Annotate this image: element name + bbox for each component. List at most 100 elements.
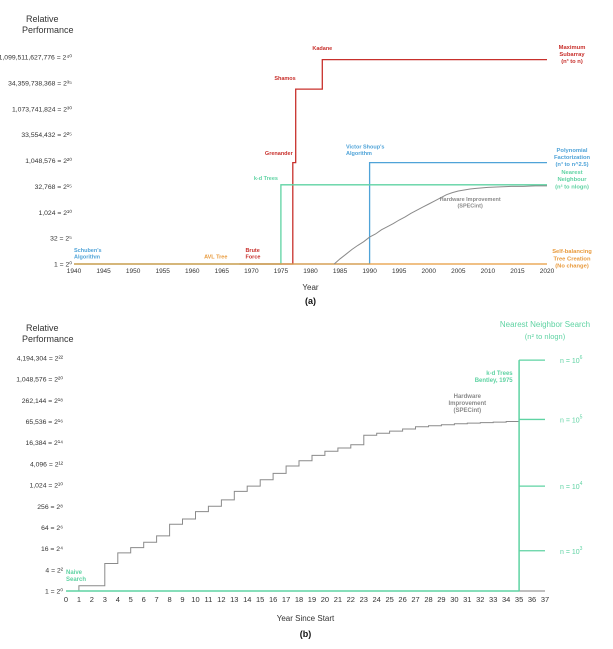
y-tick-label: 4,194,304 = 2²²	[17, 356, 64, 363]
x-tick-label: 20	[321, 595, 329, 604]
x-tick-label: 7	[155, 595, 159, 604]
x-tick-label: 1980	[303, 268, 318, 275]
annotation-label: Hardware	[454, 394, 482, 400]
x-tick-label: 24	[373, 595, 381, 604]
series-label: Tree Creation	[553, 256, 591, 262]
annotation-label: Shamos	[274, 76, 295, 82]
series-label: (n³ to n^2.5)	[555, 161, 588, 168]
x-tick-label: 32	[476, 595, 484, 604]
x-tick-label: 35	[515, 595, 523, 604]
y-tick-label: 4,096 = 2¹²	[30, 461, 64, 468]
x-tick-label: 15	[256, 595, 264, 604]
series-label: (No change)	[555, 264, 589, 270]
x-tick-label: 1945	[96, 268, 111, 275]
y-tick-label: 16 = 2⁴	[41, 546, 63, 553]
annotation-label: Hardware Improvement	[440, 197, 501, 203]
annotation-label: Kadane	[312, 46, 332, 52]
y-tick-label: 1,099,511,627,776 = 2⁴⁰	[0, 54, 72, 62]
x-tick-label: 2000	[422, 268, 437, 275]
y-tick-label: 262,144 = 2¹⁸	[22, 398, 63, 405]
x-tick-label: 1970	[244, 268, 259, 275]
y-tick-label: 1,024 = 2¹⁰	[29, 482, 63, 490]
series-line	[66, 421, 520, 592]
series-label: Subarray	[559, 52, 585, 58]
series-label: Self-balancing	[552, 249, 592, 255]
y-tick-label: 256 = 2⁸	[37, 504, 63, 511]
annotation-label: (SPECint)	[457, 203, 483, 209]
annotation-label: k-d Trees	[486, 371, 513, 377]
x-tick-label: 6	[142, 595, 146, 604]
y-tick-label: 34,359,738,368 = 2³⁵	[8, 80, 72, 87]
chart-title: Nearest Neighbor Search	[500, 320, 590, 329]
x-tick-label: 23	[360, 595, 368, 604]
x-tick-label: 10	[191, 595, 199, 604]
x-tick-label: 4	[116, 595, 120, 604]
series-label: Factorization	[554, 155, 591, 161]
annotation-label: Schuben's	[74, 248, 102, 254]
y-tick-label: 64 = 2⁶	[41, 525, 63, 532]
series-label: Polynomial	[557, 148, 588, 154]
x-tick-label: 1995	[392, 268, 407, 275]
x-tick-label: 2	[90, 595, 94, 604]
n-level-label: n = 103	[560, 546, 583, 556]
x-tick-label: 3	[103, 595, 107, 604]
annotation-label: (SPECint)	[453, 408, 481, 414]
x-tick-label: 2015	[510, 268, 525, 275]
x-tick-label: 1975	[274, 268, 289, 275]
x-tick-label: 2010	[481, 268, 496, 275]
series-line	[74, 161, 547, 265]
x-axis-title: Year	[302, 283, 319, 292]
x-tick-label: 1	[77, 595, 81, 604]
y-tick-label: 1,024 = 2¹⁰	[38, 209, 72, 217]
y-tick-label: 65,536 = 2¹⁶	[26, 419, 64, 426]
x-tick-label: 29	[437, 595, 445, 604]
series-line	[333, 185, 547, 265]
series-label: Maximum	[559, 45, 586, 51]
x-tick-label: 36	[528, 595, 536, 604]
annotation-label: Victor Shoup's	[346, 145, 385, 151]
x-tick-label: 1940	[67, 268, 82, 275]
annotation-label: Bentley, 1975	[475, 378, 514, 384]
x-tick-label: 5	[129, 595, 133, 604]
x-tick-label: 13	[230, 595, 238, 604]
annotation-label: Algorithm	[346, 151, 372, 157]
annotation-label: Algorithm	[74, 255, 100, 261]
annotation-label: Brute	[245, 248, 259, 254]
y-tick-label: 32 = 2⁵	[50, 236, 72, 243]
series-label: Nearest	[561, 170, 582, 176]
annotation-label: Improvement	[448, 401, 486, 407]
x-tick-label: 2005	[451, 268, 466, 275]
x-tick-label: 14	[243, 595, 251, 604]
x-tick-label: 1965	[215, 268, 230, 275]
y-axis-title: Performance	[22, 25, 74, 35]
x-tick-label: 34	[502, 595, 510, 604]
x-tick-label: 17	[282, 595, 290, 604]
annotation-label: k-d Trees	[254, 176, 278, 182]
x-tick-label: 1985	[333, 268, 348, 275]
y-tick-label: 32,768 = 2¹⁵	[35, 184, 73, 191]
x-tick-label: 0	[64, 595, 68, 604]
x-tick-label: 31	[463, 595, 471, 604]
y-axis-title: Performance	[22, 334, 74, 344]
x-tick-label: 37	[541, 595, 549, 604]
x-tick-label: 18	[295, 595, 303, 604]
chart-title: (n² to nlogn)	[525, 332, 566, 341]
x-tick-label: 28	[424, 595, 432, 604]
n-level-label: n = 104	[560, 481, 583, 491]
x-tick-label: 9	[180, 595, 184, 604]
x-tick-label: 1960	[185, 268, 200, 275]
x-tick-label: 26	[398, 595, 406, 604]
annotation-label: Grenander	[265, 151, 294, 157]
y-tick-label: 1 = 2⁰	[45, 588, 63, 596]
annotation-label: AVL Tree	[204, 254, 227, 260]
series-label: (n² to nlogn)	[555, 183, 589, 190]
series-line	[239, 58, 547, 265]
x-tick-label: 27	[411, 595, 419, 604]
n-level-label: n = 106	[560, 355, 583, 365]
x-tick-label: 1990	[362, 268, 377, 275]
x-tick-label: 33	[489, 595, 497, 604]
x-tick-label: 25	[385, 595, 393, 604]
